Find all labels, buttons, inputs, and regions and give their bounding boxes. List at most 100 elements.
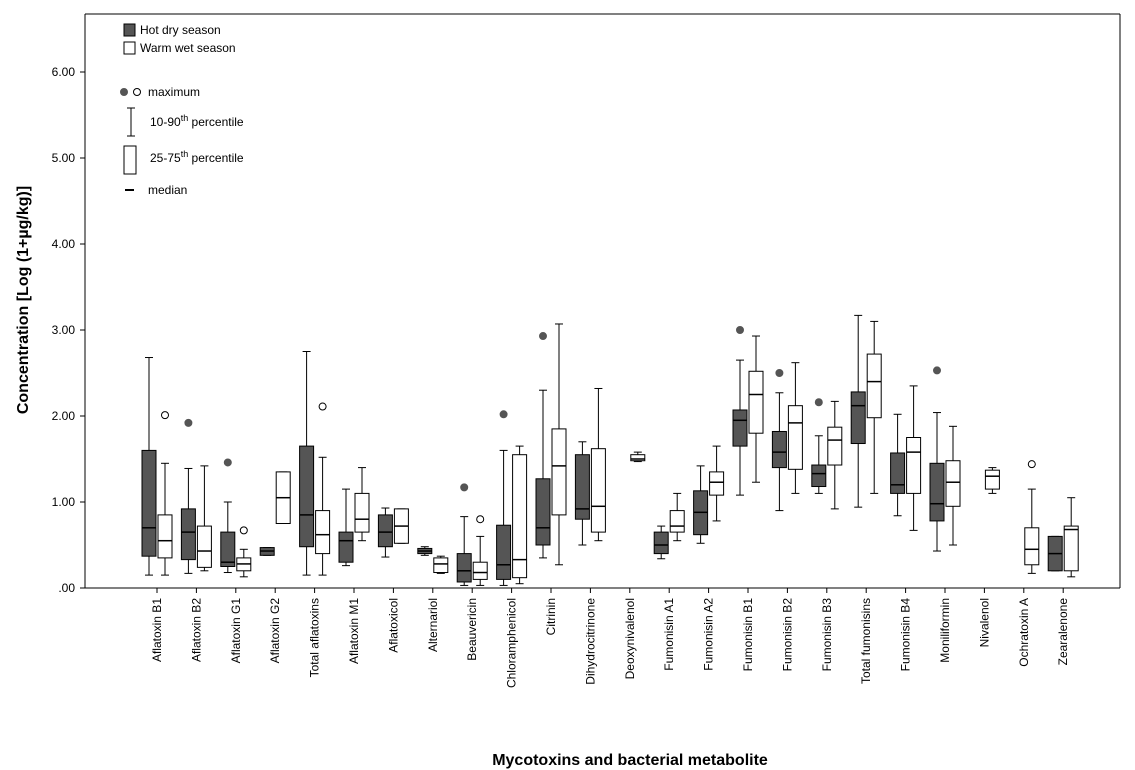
warm-wet-box: [827, 426, 843, 466]
x-tick-label: Aflatoxin B2: [189, 598, 203, 662]
x-tick-label: Zearalenone: [1056, 598, 1070, 666]
warm-wet-box: [196, 525, 212, 568]
x-tick-label: Fumonisin A2: [702, 598, 716, 671]
x-tick-label: Alternariol: [426, 598, 440, 652]
hot-dry-max-marker: [933, 366, 941, 375]
hot-dry-box-group: [496, 410, 512, 586]
y-tick-label: 3.00: [52, 323, 76, 337]
warm-wet-box: [866, 353, 882, 419]
legend-median-label: median: [148, 183, 187, 197]
x-tick-label: Chloramphenicol: [505, 598, 519, 688]
hot-dry-box: [299, 445, 315, 548]
hot-dry-box: [535, 478, 551, 546]
legend-max-open-marker: [133, 88, 141, 96]
warm-wet-box-group: [236, 526, 252, 578]
hot-dry-box-group: [535, 332, 551, 559]
warm-wet-box: [709, 471, 725, 496]
warm-wet-box: [906, 437, 922, 494]
warm-wet-box: [354, 492, 370, 533]
hot-dry-box: [496, 524, 512, 580]
warm-wet-box-group: [275, 471, 291, 524]
x-axis-title: Mycotoxins and bacterial metabolite: [492, 752, 768, 769]
hot-dry-box: [850, 391, 866, 445]
x-tick-label: Fumonisin B1: [741, 598, 755, 672]
y-tick-label: 5.00: [52, 151, 76, 165]
legend-p1090-suffix: percentile: [188, 115, 244, 129]
x-tick-label: Deoxynivalenol: [623, 598, 637, 679]
warm-wet-box-group: [1063, 497, 1079, 578]
x-tick-label: Total aflatoxins: [308, 598, 322, 677]
warm-wet-box-group: [787, 362, 803, 494]
warm-wet-box-group: [827, 400, 843, 510]
warm-wet-box-group: [315, 402, 331, 576]
hot-dry-max-marker: [460, 483, 469, 492]
boxes: [141, 314, 1079, 586]
hot-dry-box-group: [259, 547, 275, 556]
hot-dry-box-group: [220, 458, 236, 574]
hot-dry-box-group: [890, 413, 906, 517]
hot-dry-max-marker: [184, 418, 193, 427]
warm-wet-box: [551, 428, 567, 516]
warm-wet-max-marker: [239, 526, 248, 535]
y-ticks: .00 1.00 2.00 3.00 4.00 5.00 6.00: [52, 65, 85, 595]
hot-dry-box: [377, 514, 393, 548]
hot-dry-box-group: [653, 525, 669, 560]
legend-p2575-prefix: 25-75: [150, 151, 181, 165]
legend: Hot dry season Warm wet season maximum 1…: [120, 23, 244, 197]
x-tick-label: Dihydrocitrinone: [583, 598, 597, 685]
y-tick-label: 2.00: [52, 409, 76, 423]
hot-dry-box-group: [771, 369, 787, 512]
warm-wet-box: [315, 510, 331, 555]
hot-dry-max-marker: [775, 369, 784, 377]
x-tick-label: Aflatoxin G2: [268, 598, 282, 664]
x-tick-label: Fumonisin B3: [820, 598, 834, 672]
legend-hot-swatch: [123, 23, 136, 37]
hot-dry-box: [338, 531, 354, 563]
hot-dry-box: [141, 449, 157, 557]
warm-wet-box: [787, 405, 803, 470]
warm-wet-box: [669, 510, 685, 533]
legend-p1090-label: 10-90th percentile: [150, 113, 244, 129]
hot-dry-box-group: [929, 366, 945, 552]
warm-wet-box-group: [906, 385, 922, 531]
warm-wet-box-group: [1024, 460, 1040, 574]
hot-dry-box-group: [732, 326, 748, 496]
hot-dry-max-marker: [814, 398, 823, 407]
warm-wet-box: [945, 460, 961, 507]
y-tick-label: 1.00: [52, 495, 76, 509]
hot-dry-box-group: [299, 351, 315, 576]
hot-dry-box-group: [180, 418, 196, 574]
x-ticks: Aflatoxin B1 Aflatoxin B2 Aflatoxin G1 Afla…: [150, 588, 1070, 688]
warm-wet-box-group: [945, 425, 961, 546]
legend-wet-swatch: [123, 41, 136, 55]
warm-wet-box: [984, 469, 1000, 490]
warm-wet-box: [157, 514, 173, 559]
warm-wet-box-group: [196, 465, 212, 572]
legend-p1090-sup: th: [181, 113, 189, 123]
hot-dry-box: [732, 409, 748, 447]
hot-dry-box: [929, 462, 945, 522]
hot-dry-box: [811, 464, 827, 488]
hot-dry-box: [574, 454, 590, 520]
x-tick-label: Nivalenol: [977, 598, 991, 647]
hot-dry-max-marker: [223, 458, 232, 467]
hot-dry-box-group: [141, 357, 157, 576]
warm-wet-box: [512, 454, 528, 579]
legend-box-icon: [123, 145, 137, 175]
warm-wet-box-group: [590, 387, 606, 542]
y-tick-label: 6.00: [52, 65, 76, 79]
hot-dry-box: [653, 531, 669, 555]
warm-wet-max-marker: [318, 402, 327, 411]
warm-wet-box-group: [866, 320, 882, 494]
y-axis-title: Concentration [Log (1+µg/kg)]: [15, 186, 32, 414]
warm-wet-box-group: [984, 467, 1000, 494]
hot-dry-max-marker: [499, 410, 508, 419]
hot-dry-box-group: [338, 488, 354, 567]
warm-wet-box-group: [393, 508, 409, 544]
x-tick-label: Fumonisin B2: [780, 598, 794, 672]
hot-dry-box-group: [811, 398, 827, 494]
legend-p2575-sup: th: [181, 149, 189, 159]
legend-p2575-suffix: percentile: [188, 151, 244, 165]
hot-dry-max-marker: [736, 326, 744, 334]
